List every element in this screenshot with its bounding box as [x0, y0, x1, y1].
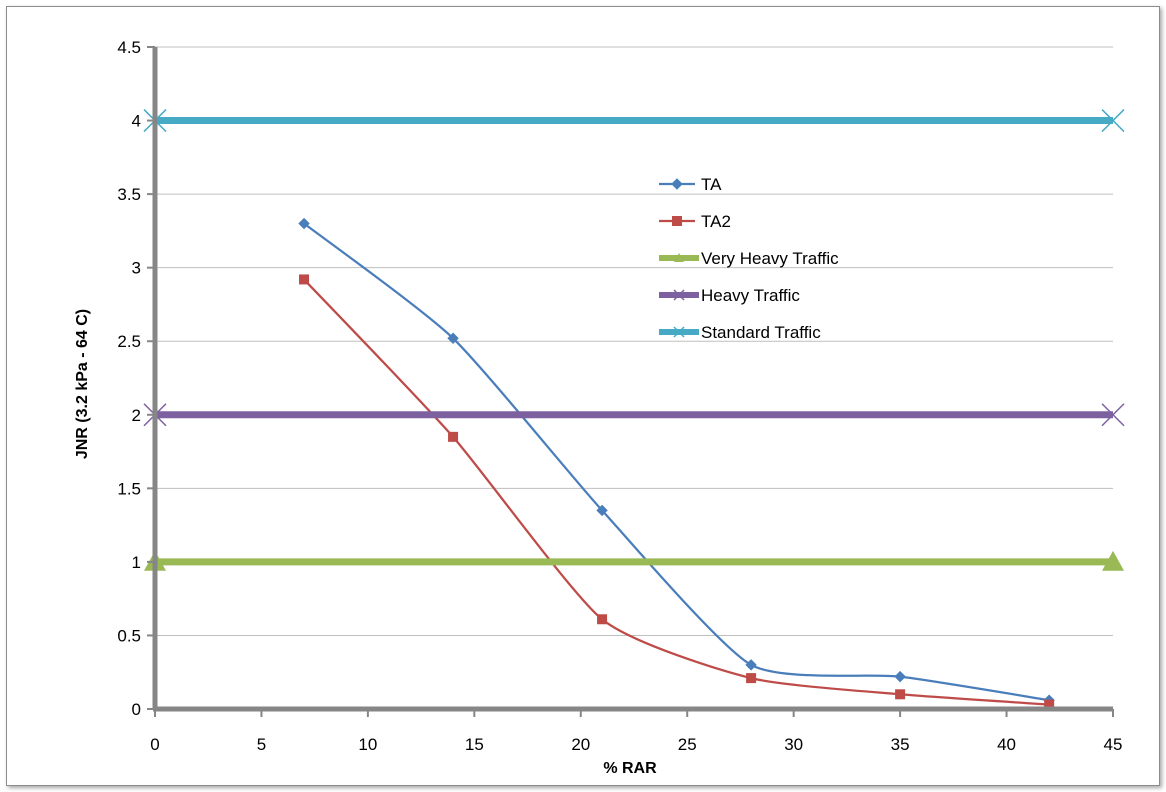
y-tick-label: 2 [132, 406, 141, 425]
data-point [1101, 109, 1125, 133]
series-line [303, 278, 1050, 706]
data-point [895, 689, 906, 700]
x-tick-label: 20 [571, 735, 590, 754]
x-axis-title: % RAR [603, 760, 657, 777]
data-point [298, 217, 310, 230]
data-point [894, 670, 906, 683]
y-tick-label: 2.5 [117, 332, 141, 351]
x-tick-label: 35 [891, 735, 910, 754]
legend-swatch-marker [671, 178, 683, 190]
data-point [448, 431, 459, 442]
legend-item: TA2 [659, 212, 731, 231]
x-tick-label: 25 [678, 735, 697, 754]
data-point [1044, 699, 1055, 710]
data-point [596, 504, 608, 517]
legend-swatch-marker [673, 289, 685, 301]
series-ta2 [299, 274, 1055, 710]
x-tick-label: 0 [150, 735, 159, 754]
series-standard-traffic [143, 109, 1125, 133]
x-tick-label: 40 [997, 735, 1016, 754]
x-tick-label: 10 [358, 735, 377, 754]
data-point [447, 332, 459, 344]
legend-swatch-marker [673, 326, 685, 338]
data-point [597, 614, 608, 625]
series-heavy-traffic [143, 403, 1125, 427]
data-point [1102, 550, 1124, 571]
series-ta [298, 217, 1055, 706]
x-tick-label: 30 [784, 735, 803, 754]
y-tick-label: 1.5 [117, 479, 141, 498]
series-very-heavy-traffic [144, 550, 1124, 571]
legend-item: TA [659, 175, 722, 194]
data-point [746, 673, 757, 684]
data-point [745, 659, 757, 671]
legend-item: Heavy Traffic [659, 286, 800, 305]
y-tick-label: 4.5 [117, 38, 141, 57]
legend: TA TA2 Very Heavy Traffic Heavy Traffic Stan… [659, 175, 839, 342]
chart-frame: 0 0.5 1 1.5 2 2.5 3 3.5 4 4.5 0 5 10 15 20 25 30 35 40 45 %… [6, 6, 1160, 786]
data-point [299, 274, 310, 285]
legend-label: Heavy Traffic [701, 286, 800, 305]
y-axis-title: JNR (3.2 kPa - 64 C) [74, 309, 91, 459]
legend-item: Standard Traffic [659, 323, 821, 342]
y-tick-label: 4 [132, 112, 141, 131]
legend-item: Very Heavy Traffic [659, 249, 839, 268]
y-tick-label: 3 [132, 259, 141, 278]
data-point [1101, 403, 1125, 427]
axes: 0 0.5 1 1.5 2 2.5 3 3.5 4 4.5 0 5 10 15 20 25 30 35 40 45 [117, 38, 1122, 754]
legend-label: Very Heavy Traffic [701, 249, 839, 268]
x-tick-label: 5 [257, 735, 266, 754]
legend-swatch-marker [672, 216, 682, 226]
x-tick-label: 15 [465, 735, 484, 754]
line-chart: 0 0.5 1 1.5 2 2.5 3 3.5 4 4.5 0 5 10 15 20 25 30 35 40 45 %… [74, 38, 1125, 777]
legend-label: TA [701, 175, 722, 194]
y-tick-label: 0 [132, 700, 141, 719]
y-tick-label: 0.5 [117, 626, 141, 645]
x-tick-label: 45 [1104, 735, 1123, 754]
y-tick-label: 3.5 [117, 185, 141, 204]
legend-swatch-marker [674, 253, 684, 262]
legend-label: Standard Traffic [701, 323, 821, 342]
plot-area [143, 109, 1125, 710]
legend-label: TA2 [701, 212, 731, 231]
y-tick-label: 1 [132, 553, 141, 572]
